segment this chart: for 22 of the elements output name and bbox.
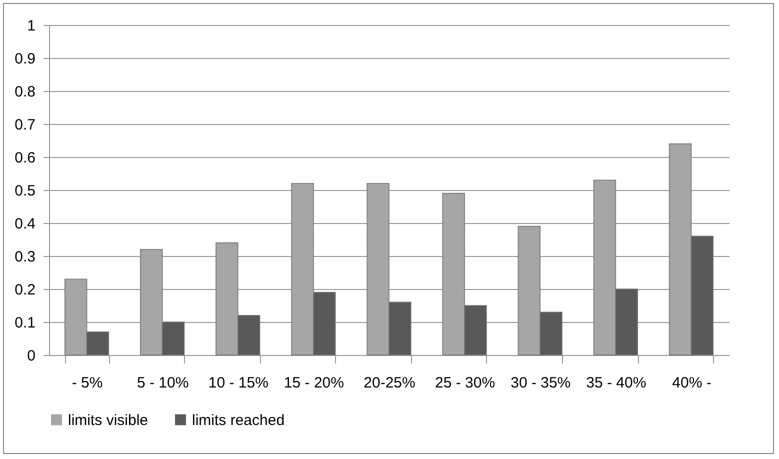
y-tick-label: 0.3 <box>14 248 36 266</box>
y-tick-label: 0.1 <box>14 314 36 332</box>
x-tick-label: 15 - 20% <box>284 374 344 392</box>
y-tick-label: 0 <box>27 348 36 364</box>
y-tick-label: 1 <box>27 18 36 34</box>
y-tick-label: 0.5 <box>14 182 36 200</box>
legend-label: limits reached <box>192 412 285 429</box>
x-tick-label: 10 - 15% <box>208 374 268 392</box>
y-tick-label: 0.6 <box>14 150 36 166</box>
x-tick-label: 25 - 30% <box>435 374 496 392</box>
x-tick-label: 30 - 35% <box>510 374 571 392</box>
x-tick-label: 5 - 10% <box>136 374 189 392</box>
y-tick-label: 0.4 <box>14 216 36 232</box>
y-tick-label: 0.7 <box>14 116 36 134</box>
x-tick-label: - 5% <box>72 374 103 392</box>
y-tick-label: 0.2 <box>14 282 36 298</box>
x-tick-label: 40% - <box>672 374 712 392</box>
legend-label: limits visible <box>68 412 148 429</box>
y-tick-label: 0.8 <box>14 84 36 100</box>
x-tick-label: 35 - 40% <box>586 374 646 392</box>
y-tick-label: 0.9 <box>14 50 36 68</box>
x-tick-label: 20-25% <box>364 374 416 392</box>
